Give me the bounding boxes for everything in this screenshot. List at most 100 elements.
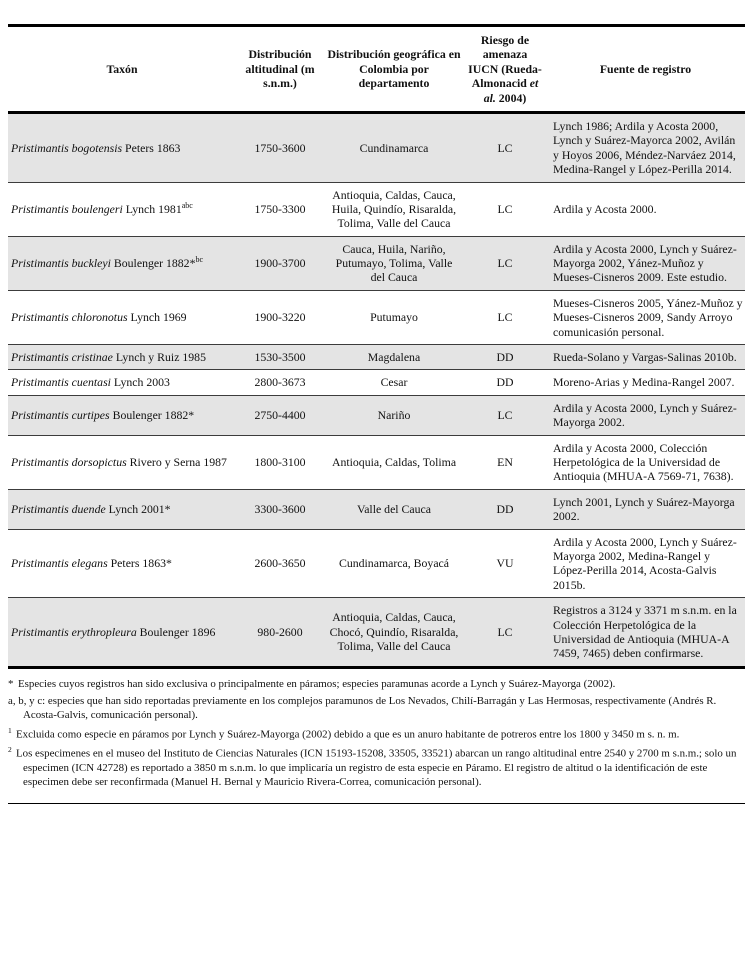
taxon-authority: Boulenger 1882* bbox=[110, 256, 196, 271]
table-row: Pristimantis duende Lynch 2001* 3300-360… bbox=[8, 489, 745, 530]
taxon-cell: Pristimantis erythropleura Boulenger 189… bbox=[8, 598, 236, 668]
table-header: Taxón Distribución altitudinal (m s.n.m.… bbox=[8, 25, 745, 114]
altitude-range: 2750-4400 bbox=[254, 408, 306, 422]
taxon-authority: Peters 1863* bbox=[107, 556, 172, 571]
table-row: Pristimantis chloronotus Lynch 1969 1900… bbox=[8, 290, 745, 345]
table-row: Pristimantis elegans Peters 1863* 2600-3… bbox=[8, 529, 745, 598]
taxon-authority: Lynch y Ruiz 1985 bbox=[112, 350, 206, 365]
table-row: Pristimantis erythropleura Boulenger 189… bbox=[8, 597, 745, 668]
footnote: 1 Excluida como especie en páramos por L… bbox=[8, 726, 745, 743]
taxon-name: Pristimantis elegans bbox=[11, 556, 108, 571]
taxon-cell: Pristimantis boulengeri Lynch 1981abc bbox=[8, 182, 236, 236]
iucn-category: DD bbox=[496, 375, 514, 390]
iucn-category: LC bbox=[497, 201, 513, 216]
footnote-text: Especies cuyos registros han sido exclus… bbox=[18, 677, 616, 690]
footnotes: * Especies cuyos registros han sido excl… bbox=[8, 678, 745, 804]
record-source: Ardila y Acosta 2000, Lynch y Suárez-May… bbox=[553, 241, 737, 285]
iucn-category: LC bbox=[497, 624, 513, 639]
taxon-name: Pristimantis dorsopictus bbox=[11, 454, 127, 469]
taxon-superscript: bc bbox=[195, 255, 204, 265]
taxon-cell: Pristimantis cristinae Lynch y Ruiz 1985 bbox=[8, 345, 236, 370]
departments: Magdalena bbox=[367, 350, 421, 365]
taxon-name: Pristimantis bogotensis bbox=[11, 140, 123, 155]
taxon-name: Pristimantis chloronotus bbox=[11, 310, 128, 325]
departments: Nariño bbox=[377, 408, 411, 422]
iucn-category: VU bbox=[496, 556, 514, 571]
altitude-range: 1530-3500 bbox=[254, 350, 306, 365]
taxon-cell: Pristimantis curtipes Boulenger 1882* bbox=[8, 395, 236, 435]
footnote: 2 Los especimenes en el museo del Instit… bbox=[8, 745, 745, 789]
footnote: a, b, y c: especies que han sido reporta… bbox=[8, 695, 745, 723]
record-source: Lynch 2001, Lynch y Suárez-Mayorga 2002. bbox=[553, 494, 735, 524]
taxon-name: Pristimantis duende bbox=[11, 501, 106, 516]
record-source: Ardila y Acosta 2000, Colección Herpetol… bbox=[553, 440, 734, 484]
iucn-category: LC bbox=[497, 140, 513, 155]
record-source: Ardila y Acosta 2000, Lynch y Suárez-May… bbox=[553, 534, 737, 592]
iucn-category: EN bbox=[497, 454, 513, 469]
iucn-category: LC bbox=[497, 408, 513, 422]
footnote-text: Los especimenes en el museo del Institut… bbox=[16, 747, 737, 788]
taxon-authority: Lynch 1969 bbox=[127, 310, 187, 325]
departments: Cundinamarca bbox=[359, 140, 429, 155]
record-source: Ardila y Acosta 2000. bbox=[553, 201, 657, 216]
taxon-superscript: abc bbox=[181, 200, 193, 210]
taxon-name: Pristimantis cristinae bbox=[11, 350, 113, 365]
record-source: Lynch 1986; Ardila y Acosta 2000, Lynch … bbox=[553, 118, 736, 177]
column-header-taxon: Taxón bbox=[8, 25, 236, 114]
departments: Antioquia, Caldas, Cauca, Huila, Quindío… bbox=[331, 187, 457, 231]
taxon-name: Pristimantis curtipes bbox=[11, 408, 110, 422]
taxon-authority: Lynch 2003 bbox=[110, 375, 170, 390]
taxon-name: Pristimantis cuentasi bbox=[11, 375, 111, 390]
taxon-authority: Boulenger 1882* bbox=[109, 408, 195, 422]
record-source: Moreno-Arias y Medina-Rangel 2007. bbox=[553, 375, 735, 390]
footnote-text: Excluida como especie en páramos por Lyn… bbox=[16, 728, 680, 741]
record-source: Mueses-Cisneros 2005, Yánez-Muñoz y Mues… bbox=[553, 295, 743, 339]
table-row: Pristimantis cuentasi Lynch 2003 2800-36… bbox=[8, 370, 745, 396]
departments: Valle del Cauca bbox=[356, 501, 432, 516]
departments: Putumayo bbox=[370, 310, 418, 325]
footnote-marker: 2 bbox=[8, 745, 12, 755]
table-row: Pristimantis dorsopictus Rivero y Serna … bbox=[8, 435, 745, 490]
taxon-name: Pristimantis buckleyi bbox=[11, 256, 111, 271]
taxon-cell: Pristimantis duende Lynch 2001* bbox=[8, 489, 236, 529]
iucn-header-pre: Riesgo de amenaza IUCN (Rueda-Almonacid bbox=[468, 33, 542, 91]
column-header-altitude: Distribución altitudinal (m s.n.m.) bbox=[236, 25, 324, 114]
column-header-geography: Distribución geográfica en Colombia por … bbox=[324, 25, 464, 114]
iucn-category: DD bbox=[496, 501, 514, 516]
footnote-marker: 1 bbox=[8, 725, 12, 735]
record-source: Registros a 3124 y 3371 m s.n.m. en la C… bbox=[553, 603, 737, 661]
table-row: Pristimantis bogotensis Peters 1863 1750… bbox=[8, 112, 745, 183]
record-source: Rueda-Solano y Vargas-Salinas 2010b. bbox=[553, 350, 737, 365]
table-row: Pristimantis curtipes Boulenger 1882* 27… bbox=[8, 395, 745, 436]
altitude-range: 1750-3600 bbox=[254, 140, 306, 155]
iucn-header-post: 2004) bbox=[495, 90, 527, 105]
altitude-range: 2800-3673 bbox=[254, 375, 306, 390]
taxon-cell: Pristimantis bogotensis Peters 1863 bbox=[8, 112, 236, 182]
footnote-text: a, b, y c: especies que han sido reporta… bbox=[8, 694, 717, 721]
taxon-authority: Lynch 2001* bbox=[105, 501, 171, 516]
altitude-range: 1800-3100 bbox=[254, 454, 306, 469]
taxon-cell: Pristimantis cuentasi Lynch 2003 bbox=[8, 370, 236, 395]
taxon-authority: Boulenger 1896 bbox=[136, 624, 216, 639]
altitude-range: 1900-3700 bbox=[254, 256, 306, 271]
header-row: Taxón Distribución altitudinal (m s.n.m.… bbox=[8, 25, 745, 114]
taxon-authority: Peters 1863 bbox=[122, 140, 181, 155]
species-table: Taxón Distribución altitudinal (m s.n.m.… bbox=[8, 24, 745, 669]
taxon-name: Pristimantis boulengeri bbox=[11, 201, 123, 216]
record-source: Ardila y Acosta 2000, Lynch y Suárez-May… bbox=[553, 400, 737, 430]
altitude-range: 980-2600 bbox=[257, 624, 303, 639]
taxon-cell: Pristimantis dorsopictus Rivero y Serna … bbox=[8, 435, 236, 489]
iucn-category: DD bbox=[496, 350, 514, 365]
taxon-cell: Pristimantis elegans Peters 1863* bbox=[8, 529, 236, 598]
taxon-name: Pristimantis erythropleura bbox=[11, 624, 137, 639]
taxon-authority: Rivero y Serna 1987 bbox=[126, 454, 227, 469]
departments: Antioquia, Caldas, Cauca, Chocó, Quindío… bbox=[329, 610, 459, 654]
taxon-cell: Pristimantis chloronotus Lynch 1969 bbox=[8, 290, 236, 344]
footnote-marker: * bbox=[8, 677, 14, 690]
departments: Cauca, Huila, Nariño, Putumayo, Tolima, … bbox=[335, 241, 453, 285]
column-header-source: Fuente de registro bbox=[546, 25, 745, 114]
taxon-cell: Pristimantis buckleyi Boulenger 1882*bc bbox=[8, 236, 236, 290]
departments: Cesar bbox=[380, 375, 408, 390]
iucn-category: LC bbox=[497, 256, 513, 271]
departments: Antioquia, Caldas, Tolima bbox=[331, 454, 457, 469]
